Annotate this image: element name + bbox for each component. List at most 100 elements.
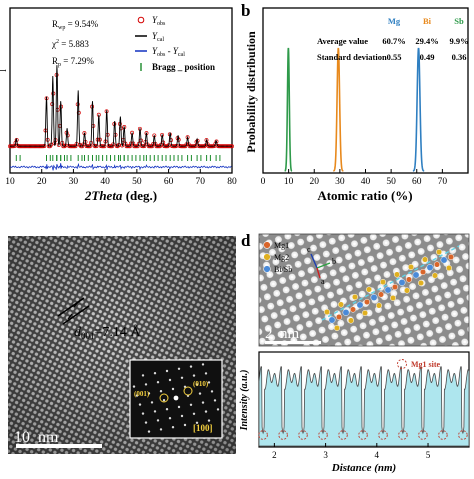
panel-d: d Mg1 Mg2 Bi/Sb c a b 2 nm 2 3 4 5 Mg1 site… xyxy=(237,228,474,474)
atom-mg2 xyxy=(337,301,345,308)
xlabel-d: Distance (nm) xyxy=(331,462,396,474)
fft-spot xyxy=(156,381,160,384)
atom-bisb xyxy=(426,264,434,271)
atom-mg1 xyxy=(391,283,399,291)
atom-bisb xyxy=(370,294,378,301)
legend-diff: Yobs - Ycal xyxy=(152,46,185,58)
dist-curve-mg xyxy=(412,47,425,172)
mg1-site-marker xyxy=(378,430,388,440)
atom-bisb xyxy=(398,279,406,286)
stat-chi2: χ2 = 5.883 xyxy=(51,39,89,49)
fft-spot xyxy=(153,410,157,413)
xtick-a: 50 xyxy=(132,177,142,187)
fft-spot xyxy=(171,426,175,429)
header-mg: Mg xyxy=(388,16,401,26)
mg1-site-marker xyxy=(398,430,408,440)
scale-label-c: 10 nm xyxy=(14,429,59,446)
fft-spot xyxy=(177,367,181,370)
haadf-image: d001=7.14 Å 10 nm (001) (010) [100] xyxy=(8,236,236,454)
atom-mg1 xyxy=(419,268,427,276)
axis-c: c xyxy=(307,245,311,254)
ylabel-d: Intensity (a.u.) xyxy=(239,370,250,432)
fft-spot xyxy=(156,419,160,422)
fft-spot xyxy=(201,363,205,366)
fft-spot xyxy=(195,421,199,424)
atom-mg2 xyxy=(333,324,341,332)
calc-curve xyxy=(10,65,232,147)
xlabel-a: 2Theta (deg.) xyxy=(84,188,157,203)
xtick-d: 3 xyxy=(323,450,328,460)
legend-obs-marker xyxy=(137,16,145,24)
atom-mg2 xyxy=(403,287,411,294)
fft-spot xyxy=(177,405,181,409)
stat-rp: Rp = 7.29% xyxy=(52,56,94,68)
atom-mg2 xyxy=(323,308,331,316)
xtick-b: 60 xyxy=(412,177,422,187)
atom-mg2 xyxy=(351,293,359,301)
profile-line xyxy=(321,245,460,321)
atom-mg2 xyxy=(347,317,355,324)
avg-bi: 29.4% xyxy=(415,36,438,46)
fft-spot xyxy=(210,390,214,393)
fft-spot xyxy=(165,408,169,411)
fft-spot xyxy=(159,390,163,393)
fft-spot xyxy=(165,369,169,373)
atom-mg2 xyxy=(379,278,387,286)
atom-bisb xyxy=(440,256,448,264)
legend-bragg: Bragg _ position xyxy=(152,62,215,72)
atom-bisb xyxy=(384,286,392,294)
xtick-a: 80 xyxy=(227,177,237,187)
atom-bisb xyxy=(412,271,420,279)
std-bi: 0.49 xyxy=(420,52,435,62)
fft-spot xyxy=(198,392,202,395)
legend-mg2: Mg2 xyxy=(274,253,289,262)
panel-letter-d: d xyxy=(241,231,251,250)
atom-mg2 xyxy=(389,294,397,302)
lattice-line-1 xyxy=(57,297,85,317)
fft-spot xyxy=(147,392,151,395)
fft-spot xyxy=(195,383,199,386)
atom-mg2 xyxy=(445,264,453,272)
xtick-a: 60 xyxy=(164,177,174,187)
atom-mg2 xyxy=(407,263,415,271)
fft-spot xyxy=(207,419,211,422)
mg1-site-marker xyxy=(278,430,288,440)
fft-spot xyxy=(192,412,196,415)
fft-spot xyxy=(141,374,145,377)
atom-mg1 xyxy=(405,276,413,283)
scale-bar-c xyxy=(16,444,102,448)
intensity-profile xyxy=(258,366,470,447)
xtick-a: 70 xyxy=(196,177,206,187)
atom-mg2 xyxy=(421,256,429,263)
xtick-b: 20 xyxy=(310,177,320,187)
fft-spot xyxy=(138,403,142,406)
xtick-b: 0 xyxy=(261,177,266,187)
scale-bar-d xyxy=(265,341,321,344)
dist-curve-bi xyxy=(333,47,344,172)
stat-rwp: Rwp = 9.54% xyxy=(52,19,99,31)
avg-mg: 60.7% xyxy=(382,36,405,46)
atom-mg1 xyxy=(447,253,455,261)
fft-spot xyxy=(171,387,175,391)
mg1-site-marker xyxy=(438,430,448,440)
fft-spot xyxy=(216,408,220,411)
mg1-site-marker xyxy=(338,430,348,440)
row-average-label: Average value xyxy=(317,36,368,46)
panel-c: d001=7.14 Å 10 nm (001) (010) [100] xyxy=(8,236,236,454)
mg1-site-label: Mg1 site xyxy=(411,360,441,369)
plot-frame-a xyxy=(9,7,233,174)
fft-spot xyxy=(189,403,193,406)
row-std-label: Standard deviation xyxy=(317,52,387,62)
mg1-site-marker xyxy=(298,430,308,440)
fft-spot xyxy=(207,381,211,384)
fft-spot xyxy=(144,421,148,424)
atom-mg2 xyxy=(375,302,383,309)
fft-spot xyxy=(132,385,136,388)
fft-spot xyxy=(162,399,166,402)
mg1-site-marker xyxy=(458,430,468,440)
stem-image-d xyxy=(258,233,470,347)
fft-spot xyxy=(180,376,184,379)
axis-b: b xyxy=(332,257,336,266)
fft-spot xyxy=(213,399,217,402)
atom-mg2 xyxy=(417,279,425,287)
